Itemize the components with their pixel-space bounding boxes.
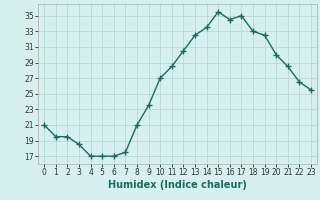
X-axis label: Humidex (Indice chaleur): Humidex (Indice chaleur) <box>108 180 247 190</box>
